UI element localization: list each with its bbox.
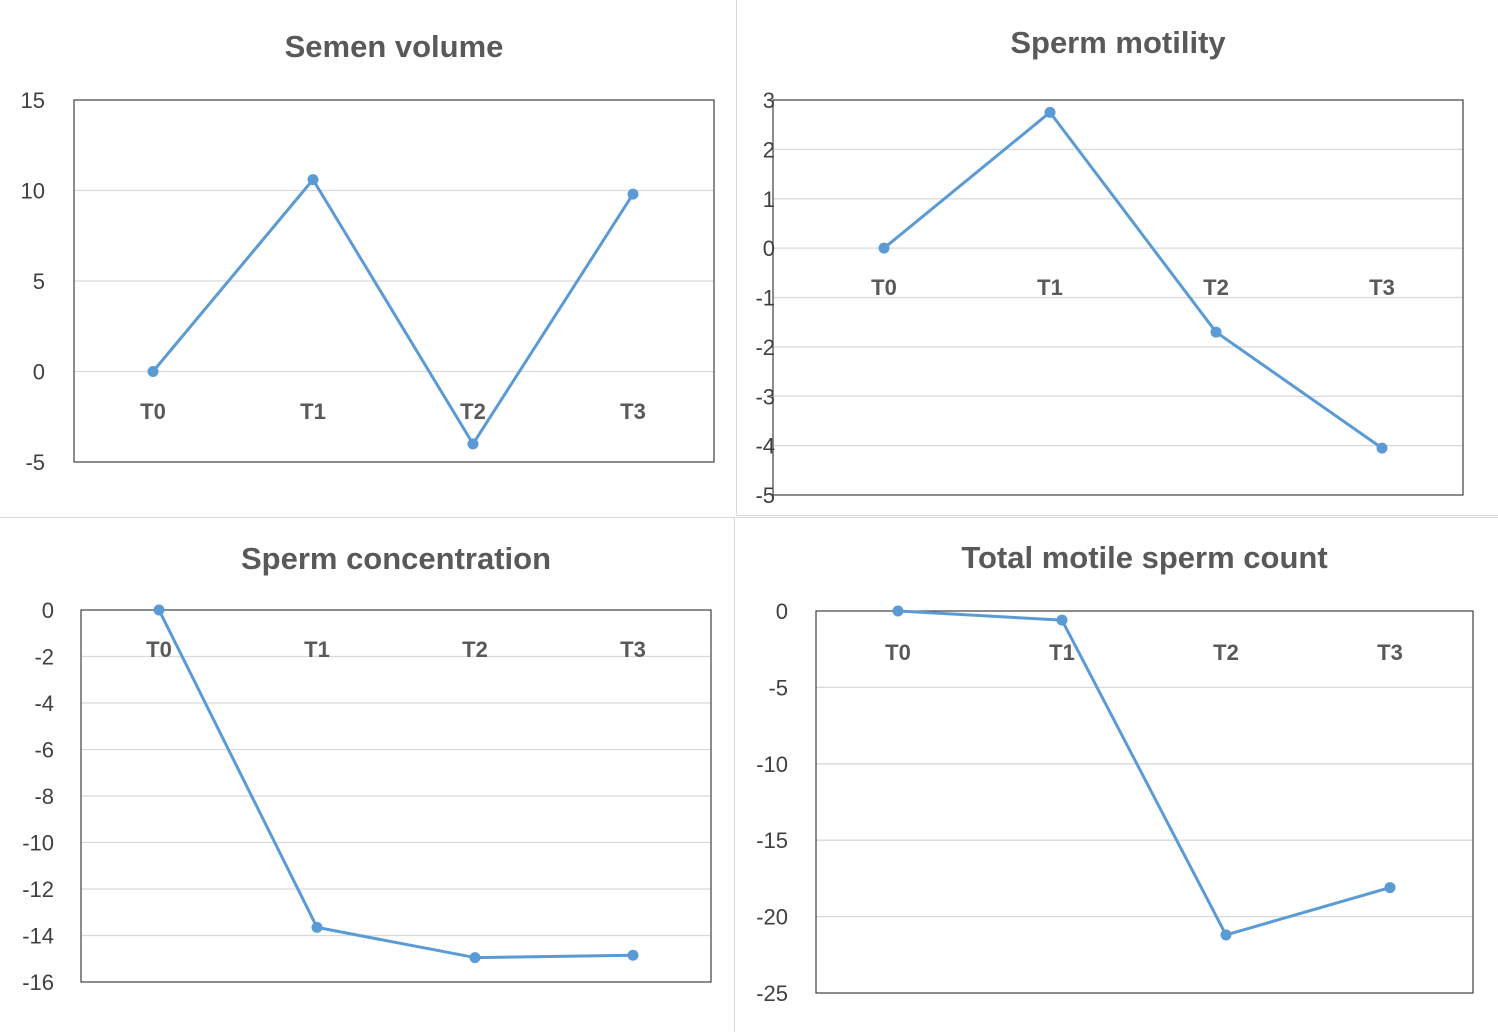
data-point-t0 (878, 242, 890, 254)
y-tick-label: -4 (34, 691, 54, 716)
y-tick-label: 1 (763, 187, 775, 212)
data-point-t2 (1210, 326, 1222, 338)
chart-title: Total motile sperm count (961, 540, 1327, 575)
data-point-t1 (311, 921, 323, 933)
y-tick-label: -5 (768, 675, 788, 700)
data-point-t0 (153, 604, 165, 616)
x-tick-label: T2 (1213, 640, 1239, 665)
y-tick-label: 0 (763, 236, 775, 261)
chart-svg-total-motile-sperm-count: Total motile sperm count 0 -5 -10 -15 -20 -25 T… (756, 540, 1474, 1006)
chart-panel-total-motile-sperm-count: Total motile sperm count 0 -5 -10 -15 -20 -25 T… (736, 517, 1498, 1032)
series-line (897, 609, 1391, 937)
y-tick-label: -14 (22, 924, 54, 949)
data-point-t3 (1376, 442, 1388, 454)
x-tick-label: T1 (1049, 640, 1075, 665)
series-line (151, 178, 635, 446)
y-tick-label: -5 (25, 450, 45, 475)
plot-area-frame (772, 99, 1464, 496)
y-tick-label: -12 (22, 877, 54, 902)
series-line (883, 110, 1383, 450)
chart-title: Semen volume (285, 29, 504, 64)
data-point-t2 (1220, 929, 1232, 941)
data-point-t1 (307, 174, 319, 186)
x-tick-label: T0 (140, 399, 166, 424)
x-tick-label: T0 (146, 637, 172, 662)
x-tick-label: T0 (885, 640, 911, 665)
chart-svg-sperm-motility: Sperm motility 3 2 1 0 -1 -2 -3 -4 -5 T0 T1 T2 T3 (755, 25, 1464, 508)
y-tick-label: 3 (763, 88, 775, 113)
x-tick-label: T2 (460, 399, 486, 424)
y-tick-label: -8 (34, 784, 54, 809)
data-point-t3 (1384, 882, 1396, 894)
y-tick-label: -10 (756, 752, 788, 777)
x-tick-label: T1 (1037, 275, 1063, 300)
y-tick-label: -1 (755, 286, 775, 311)
y-tick-label: 15 (21, 88, 45, 113)
series-line (157, 609, 634, 960)
x-tick-label: T3 (620, 399, 646, 424)
y-tick-label: -2 (34, 645, 54, 670)
y-tick-label: 10 (21, 179, 45, 204)
y-tick-label: -10 (22, 831, 54, 856)
chart-panel-sperm-concentration: Sperm concentration 0 -2 -4 -6 -8 -10 -12 -14 -16… (0, 517, 735, 1032)
chart-title: Sperm concentration (241, 541, 551, 576)
y-tick-label: -16 (22, 970, 54, 995)
y-tick-label: -15 (756, 828, 788, 853)
chart-title: Sperm motility (1010, 25, 1226, 60)
x-tick-label: T0 (871, 275, 897, 300)
chart-panel-sperm-motility: Sperm motility 3 2 1 0 -1 -2 -3 -4 -5 T0 T1 T2 T3 (736, 0, 1498, 516)
chart-svg-sperm-concentration: Sperm concentration 0 -2 -4 -6 -8 -10 -12 -14 -16… (22, 541, 712, 995)
y-tick-label: -25 (756, 981, 788, 1006)
plot-area-frame (80, 609, 712, 983)
y-tick-label: 0 (42, 598, 54, 623)
x-tick-label: T3 (1369, 275, 1395, 300)
y-tick-label: -5 (755, 483, 775, 508)
plot-area-frame (73, 99, 715, 463)
y-tick-label: -6 (34, 738, 54, 763)
x-tick-label: T1 (300, 399, 326, 424)
x-tick-label: T2 (462, 637, 488, 662)
data-point-t2 (469, 952, 481, 964)
x-tick-label: T1 (304, 637, 330, 662)
y-tick-label: -4 (755, 434, 775, 459)
y-tick-label: 0 (33, 360, 45, 385)
plot-area-frame (815, 610, 1474, 994)
data-point-t3 (627, 188, 639, 200)
data-point-t0 (147, 366, 159, 377)
x-tick-label: T3 (1377, 640, 1403, 665)
y-tick-label: -20 (756, 905, 788, 930)
y-tick-label: 0 (776, 599, 788, 624)
data-point-t2 (467, 438, 479, 450)
x-tick-label: T3 (620, 637, 646, 662)
chart-panel-semen-volume: Semen volume 15 10 5 0 -5 T0 T1 T2 T3 (0, 0, 734, 515)
chart-svg-semen-volume: Semen volume 15 10 5 0 -5 T0 T1 T2 T3 (21, 29, 715, 475)
y-tick-label: 5 (33, 269, 45, 294)
y-tick-label: -2 (755, 335, 775, 360)
data-point-t3 (627, 949, 639, 961)
y-tick-label: 2 (763, 137, 775, 162)
data-point-t1 (1044, 106, 1056, 118)
data-point-t1 (1056, 614, 1068, 626)
data-point-t0 (892, 605, 904, 617)
y-tick-label: -3 (755, 384, 775, 409)
x-tick-label: T2 (1203, 275, 1229, 300)
